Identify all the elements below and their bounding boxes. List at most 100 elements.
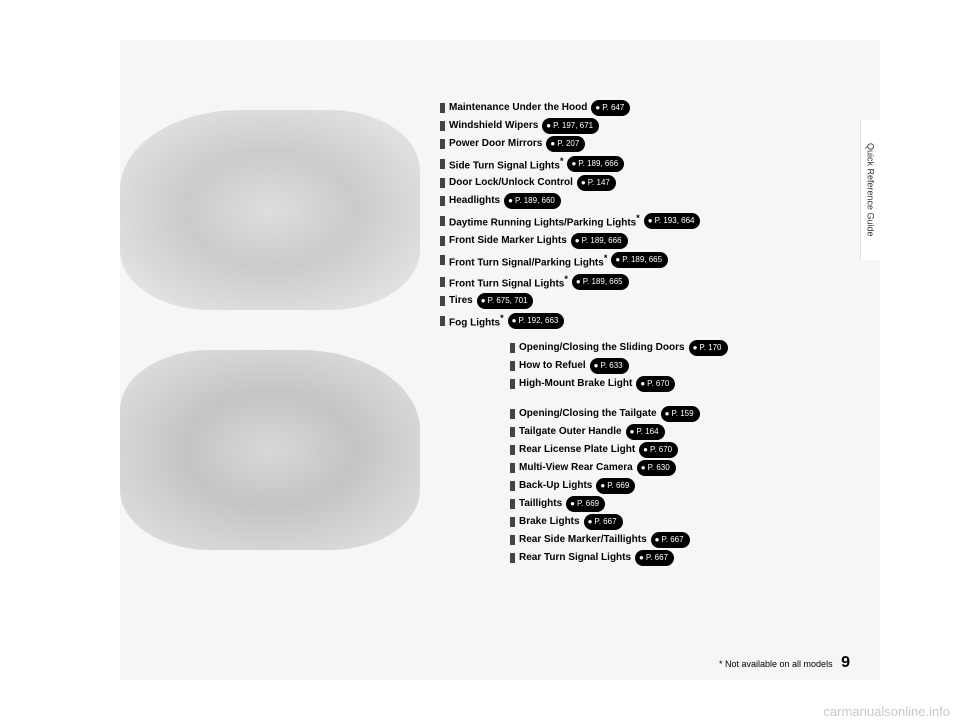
callout-line: Daytime Running Lights/Parking Lights*●P… [440,211,860,230]
page-reference-pill: ●P. 189, 666 [567,156,624,172]
page-reference-pill: ●P. 189, 665 [611,252,668,268]
arrow-icon: ● [641,461,646,475]
callout-bar-icon [510,409,515,419]
page-ref-text: P. 192, 663 [518,314,558,328]
page-ref-text: P. 667 [661,533,683,547]
page-reference-pill: ●P. 647 [591,100,630,116]
callout-line: Rear License Plate Light ●P. 670 [510,442,860,458]
callout-label: Daytime Running Lights/Parking Lights* [449,211,640,230]
callout-bar-icon [440,159,445,169]
callout-bar-icon [440,277,445,287]
watermark: carmanualsonline.info [824,704,950,719]
callout-line: High-Mount Brake Light●P. 670 [510,376,860,392]
callout-label: Fog Lights* [449,311,504,330]
callout-bar-icon [440,196,445,206]
arrow-icon: ● [570,497,575,511]
arrow-icon: ● [639,551,644,565]
callout-bar-icon [510,427,515,437]
arrow-icon: ● [630,425,635,439]
page-reference-pill: ●P. 192, 663 [508,313,565,329]
arrow-icon: ● [508,194,513,208]
callout-line: Rear Turn Signal Lights●P. 667 [510,550,860,566]
callout-label: Rear Side Marker/Taillights [519,533,647,547]
callout-bar-icon [440,296,445,306]
callout-line: Brake Lights●P. 667 [510,514,860,530]
page-reference-pill: ●P. 159 [661,406,700,422]
arrow-icon: ● [643,443,648,457]
callout-label: Maintenance Under the Hood [449,101,587,115]
callout-line: Tailgate Outer Handle ●P. 164 [510,424,860,440]
page-ref-text: P. 189, 666 [582,234,622,248]
manual-page: Quick Reference Guide Maintenance Under … [120,40,880,680]
callout-bar-icon [440,216,445,226]
callout-label: Multi-View Rear Camera [519,461,633,475]
callout-bar-icon [510,481,515,491]
page-reference-pill: ●P. 189, 666 [571,233,628,249]
page-reference-pill: ●P. 193, 664 [644,213,701,229]
page-ref-text: P. 147 [588,176,610,190]
arrow-icon: ● [576,275,581,289]
callout-label: Taillights [519,497,562,511]
arrow-icon: ● [648,214,653,228]
callout-bar-icon [510,535,515,545]
arrow-icon: ● [550,137,555,151]
page-reference-pill: ●P. 670 [636,376,675,392]
page-ref-text: P. 670 [650,443,672,457]
page-reference-pill: ●P. 147 [577,175,616,191]
callout-line: Windshield Wipers●P. 197, 671 [440,118,860,134]
front-callouts: Maintenance Under the Hood●P. 647Windshi… [440,100,860,333]
page-content: Maintenance Under the Hood●P. 647Windshi… [120,100,860,590]
callout-label: Rear License Plate Light [519,443,635,457]
page-ref-text: P. 189, 660 [515,194,555,208]
callout-bar-icon [510,553,515,563]
page-ref-text: P. 170 [699,341,721,355]
page-reference-pill: ●P. 633 [590,358,629,374]
callout-line: Maintenance Under the Hood ●P. 647 [440,100,860,116]
callout-label: Tailgate Outer Handle [519,425,622,439]
arrow-icon: ● [594,359,599,373]
asterisk-icon: * [636,213,640,223]
callout-label: How to Refuel [519,359,586,373]
page-reference-pill: ●P. 667 [584,514,623,530]
page-ref-text: P. 193, 664 [655,214,695,228]
page-ref-text: P. 159 [671,407,693,421]
arrow-icon: ● [693,341,698,355]
section-tab: Quick Reference Guide [860,120,880,260]
callout-line: Opening/Closing the Sliding Doors ●P. 170 [510,340,860,356]
page-ref-text: P. 633 [601,359,623,373]
callout-line: Multi-View Rear Camera●P. 630 [510,460,860,476]
asterisk-icon: * [560,156,564,166]
callout-line: Front Turn Signal/Parking Lights*●P. 189… [440,251,860,270]
callout-bar-icon [440,139,445,149]
callout-line: How to Refuel ●P. 633 [510,358,860,374]
page-reference-pill: ●P. 170 [689,340,728,356]
page-ref-text: P. 189, 665 [622,253,662,267]
callout-bar-icon [510,343,515,353]
vehicle-front-illustration [120,110,420,310]
callout-label: Front Turn Signal Lights* [449,272,568,291]
page-ref-text: P. 670 [647,377,669,391]
page-ref-text: P. 189, 666 [578,157,618,171]
callout-label: Side Turn Signal Lights* [449,154,563,173]
callout-line: Side Turn Signal Lights*●P. 189, 666 [440,154,860,173]
callout-bar-icon [440,103,445,113]
callout-bar-icon [440,178,445,188]
callout-line: Taillights●P. 669 [510,496,860,512]
page-number: 9 [841,654,850,671]
callout-bar-icon [510,517,515,527]
arrow-icon: ● [640,377,645,391]
page-reference-pill: ●P. 164 [626,424,665,440]
callout-label: Power Door Mirrors [449,137,542,151]
callout-bar-icon [510,361,515,371]
asterisk-icon: * [564,274,568,284]
callout-line: Rear Side Marker/Taillights●P. 667 [510,532,860,548]
arrow-icon: ● [581,176,586,190]
callout-label: Opening/Closing the Sliding Doors [519,341,685,355]
footnote-text: * Not available on all models [719,659,833,669]
page-ref-text: P. 647 [602,101,624,115]
page-ref-text: P. 189, 665 [583,275,623,289]
callout-line: Opening/Closing the Tailgate●P. 159 [510,406,860,422]
arrow-icon: ● [546,119,551,133]
page-reference-pill: ●P. 207 [546,136,585,152]
page-ref-text: P. 667 [646,551,668,565]
